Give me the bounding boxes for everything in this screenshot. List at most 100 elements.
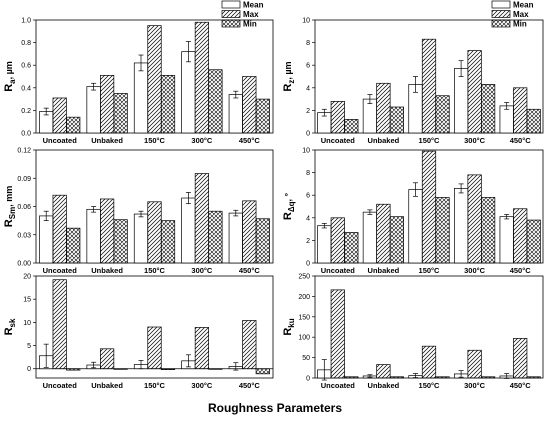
bar-group-2 (408, 345, 450, 379)
x-tick-label: 300°C (191, 136, 213, 145)
y-tick-label: 0.6 (21, 63, 31, 70)
y-axis-title: RSm, mm (3, 186, 17, 227)
legend-swatch-mean (221, 0, 241, 9)
x-tick-label: Uncoated (43, 381, 78, 390)
bar-min (113, 219, 128, 264)
bar-max (147, 201, 162, 264)
legend-swatch-min (491, 19, 511, 28)
bar-group-2 (133, 25, 176, 134)
y-tick-label: 2 (306, 108, 310, 115)
y-tick-label: 0 (306, 131, 310, 138)
bar-min (255, 218, 270, 264)
bar-max (330, 217, 345, 264)
legend-label: Min (513, 20, 527, 29)
bar-max (467, 349, 482, 379)
bar-max (242, 200, 257, 264)
legend-label: Max (513, 10, 529, 19)
bar-max (421, 345, 437, 379)
bar-mean (454, 68, 469, 134)
bar-mean (181, 51, 196, 134)
y-axis-title: Ra, µm (3, 61, 17, 92)
bar-group-4 (228, 76, 270, 134)
bar-max (421, 38, 437, 134)
bar-max (194, 173, 209, 264)
bar-min (160, 368, 176, 371)
bar-max (99, 75, 115, 134)
bar-group-0 (317, 217, 359, 264)
bar-max (194, 327, 209, 370)
bar-group-2 (133, 326, 176, 371)
x-tick-label: Unbaked (368, 266, 400, 275)
x-tick-label: 150°C (144, 266, 166, 275)
y-tick-label: 0.09 (17, 176, 31, 183)
legend-label: Max (243, 10, 259, 19)
bar-max (376, 364, 391, 379)
bar-mean (86, 208, 101, 264)
y-tick-label: 2 (306, 238, 310, 245)
bar-group-3 (454, 174, 496, 264)
plot-frame (35, 275, 274, 379)
bar-group-1 (362, 82, 404, 134)
bar-min (481, 84, 496, 134)
bar-group-2 (133, 201, 176, 264)
y-tick-label: 250 (298, 274, 310, 281)
bar-max (99, 198, 115, 264)
legend-swatch-mean (491, 0, 511, 9)
x-tick-label: Unbaked (91, 381, 123, 390)
bar-max (147, 25, 162, 134)
y-tick-label: 150 (298, 314, 310, 321)
bar-min (526, 108, 541, 134)
y-axis-title: Rz, µm (282, 61, 296, 91)
y-tick-label: 0.0 (21, 131, 31, 138)
y-axis-title: Rsk (3, 318, 17, 335)
x-tick-label: 300°C (191, 266, 213, 275)
x-tick-label: 450°C (510, 266, 532, 275)
x-tick-label: Unbaked (368, 381, 400, 390)
panel-rsk: 0 5 10 15 20 Rsk Uncoated Unbaked 150°C 300°C 450°… (3, 274, 274, 390)
x-tick-label: 450°C (510, 381, 532, 390)
bar-max (52, 279, 67, 370)
bar-min (389, 376, 404, 379)
bar-mean (39, 215, 54, 264)
x-tick-label: 300°C (464, 266, 486, 275)
panel-rdq: 0 2 4 6 8 10 RΔq, ° Uncoated Unbaked 150°C 300°C 45… (282, 148, 544, 275)
x-tick-label: Uncoated (43, 266, 78, 275)
bar-group-0 (317, 289, 359, 381)
y-axis-title: RΔq, ° (282, 193, 296, 221)
y-tick-label: 8 (306, 40, 310, 47)
legend-swatch-max (491, 10, 511, 18)
bar-group-1 (362, 364, 404, 379)
x-tick-label: Uncoated (321, 266, 356, 275)
y-tick-label: 4 (306, 215, 310, 222)
y-tick-label: 0.2 (21, 108, 31, 115)
bar-group-0 (39, 194, 81, 264)
bar-min (344, 376, 359, 379)
x-tick-label: Unbaked (91, 266, 123, 275)
x-axis-title: Roughness Parameters (207, 401, 343, 415)
y-tick-label: 10 (302, 18, 310, 25)
y-tick-label: 6 (306, 193, 310, 200)
y-tick-label: 10 (302, 148, 310, 155)
panel-rz: 0 2 4 6 8 10 Rz, µm Uncoated Unbaked 150°C 300°C 45… (282, 0, 544, 145)
x-tick-label: 150°C (144, 381, 166, 390)
x-tick-label: 300°C (191, 381, 213, 390)
y-tick-label: 0 (306, 376, 310, 383)
bar-mean (86, 86, 101, 134)
bar-min (113, 368, 128, 370)
bar-mean (133, 213, 149, 264)
x-tick-label: 450°C (239, 266, 261, 275)
bar-max (513, 338, 528, 379)
bar-min (481, 197, 496, 264)
bar-min (208, 368, 223, 370)
y-tick-label: 0.00 (17, 261, 31, 268)
bar-min (208, 69, 223, 134)
bar-max (467, 174, 482, 264)
bar-group-3 (454, 50, 496, 134)
legend-label: Mean (513, 1, 534, 10)
y-tick-label: 0 (306, 261, 310, 268)
y-axis-title: Rku (282, 318, 296, 335)
x-tick-label: 450°C (510, 136, 532, 145)
y-tick-label: 20 (23, 274, 31, 281)
bar-max (330, 101, 345, 134)
bar-min (208, 210, 223, 264)
